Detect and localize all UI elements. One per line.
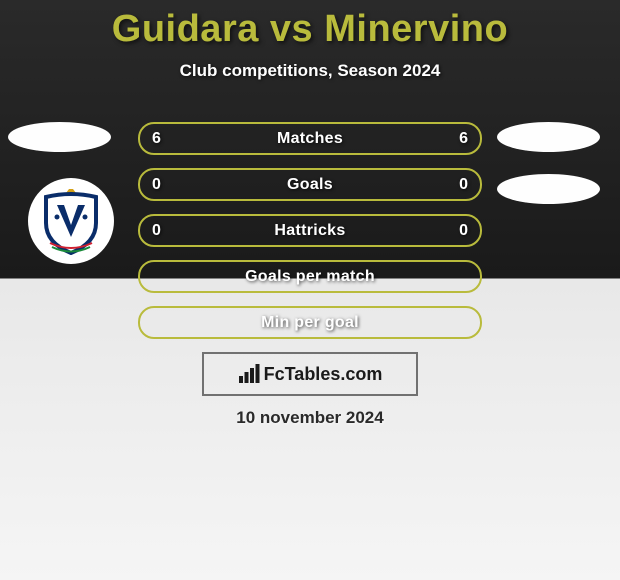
stat-right-value: 0 (459, 176, 468, 194)
stat-left-value: 0 (152, 222, 161, 240)
stat-right-value: 0 (459, 222, 468, 240)
bar-chart-icon (238, 364, 260, 384)
stat-row-hattricks: 0 Hattricks 0 (138, 214, 482, 247)
stat-row-min-per-goal: Min per goal (138, 306, 482, 339)
player-badge-right-1 (497, 122, 600, 152)
stat-label: Goals per match (245, 268, 375, 286)
stat-label: Goals (287, 176, 333, 194)
page-title: Guidara vs Minervino (0, 8, 620, 51)
subtitle: Club competitions, Season 2024 (0, 61, 620, 81)
branding-box[interactable]: FcTables.com (202, 352, 418, 396)
stat-right-value: 6 (459, 130, 468, 148)
shield-icon (40, 187, 102, 255)
stat-row-matches: 6 Matches 6 (138, 122, 482, 155)
player-badge-right-2 (497, 174, 600, 204)
comparison-card: Guidara vs Minervino Club competitions, … (0, 0, 620, 580)
branding-text: FcTables.com (264, 364, 383, 385)
stat-left-value: 0 (152, 176, 161, 194)
stat-left-value: 6 (152, 130, 161, 148)
team-logo (28, 178, 114, 264)
stat-label: Matches (277, 130, 343, 148)
stat-label: Hattricks (274, 222, 345, 240)
stat-row-goals: 0 Goals 0 (138, 168, 482, 201)
stat-row-goals-per-match: Goals per match (138, 260, 482, 293)
stats-column: 6 Matches 6 0 Goals 0 0 Hattricks 0 Goal… (138, 122, 482, 352)
player-badge-left (8, 122, 111, 152)
date-text: 10 november 2024 (0, 408, 620, 428)
stat-label: Min per goal (261, 314, 359, 332)
